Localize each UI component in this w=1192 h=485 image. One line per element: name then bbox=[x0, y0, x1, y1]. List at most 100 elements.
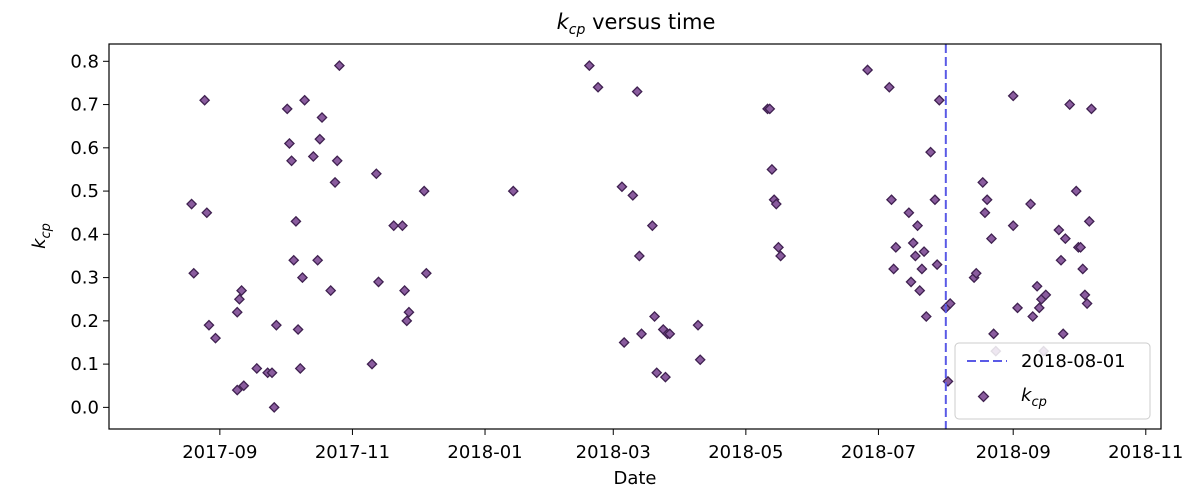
legend-entry-kcp: kcp bbox=[1021, 385, 1047, 410]
data-point bbox=[281, 103, 293, 115]
data-point bbox=[664, 328, 676, 340]
data-point bbox=[1012, 302, 1024, 314]
chart-title: kcp versus time bbox=[557, 10, 716, 38]
data-point bbox=[329, 176, 341, 188]
data-point bbox=[694, 354, 706, 366]
data-point bbox=[399, 285, 411, 297]
data-point bbox=[1033, 302, 1045, 314]
y-tick-label: 0.1 bbox=[70, 354, 99, 375]
data-point bbox=[1053, 224, 1065, 236]
x-tick-label: 2018-03 bbox=[576, 442, 651, 463]
data-point bbox=[251, 362, 263, 374]
data-point bbox=[286, 155, 298, 167]
data-point bbox=[890, 241, 902, 253]
data-point bbox=[1027, 311, 1039, 323]
data-point bbox=[325, 285, 337, 297]
data-point bbox=[1040, 289, 1052, 301]
data-point bbox=[366, 358, 378, 370]
data-point bbox=[1070, 185, 1082, 197]
y-axis-label-subscript: cp bbox=[39, 223, 54, 238]
data-point bbox=[209, 332, 222, 344]
data-point bbox=[418, 185, 430, 197]
data-point bbox=[912, 220, 924, 232]
data-point bbox=[651, 367, 663, 379]
data-point bbox=[1075, 241, 1087, 253]
data-point bbox=[314, 133, 326, 145]
legend-entry-kcp-subscript: cp bbox=[1031, 395, 1046, 410]
legend-marker-swatch bbox=[977, 390, 990, 403]
data-point bbox=[296, 272, 308, 284]
y-tick-label: 0.8 bbox=[70, 51, 99, 72]
data-point bbox=[233, 293, 245, 305]
x-tick-label: 2018-05 bbox=[708, 442, 783, 463]
data-point bbox=[1085, 103, 1097, 115]
data-point bbox=[909, 250, 921, 262]
data-point bbox=[403, 306, 415, 318]
data-point bbox=[627, 189, 639, 201]
data-point bbox=[199, 94, 211, 106]
data-point bbox=[933, 94, 945, 106]
data-point bbox=[1083, 215, 1095, 227]
data-point bbox=[231, 384, 243, 396]
data-point bbox=[883, 81, 895, 93]
data-point bbox=[977, 176, 989, 188]
legend-box bbox=[954, 342, 1151, 420]
y-axis-label: kcp bbox=[29, 223, 54, 249]
data-point bbox=[236, 285, 248, 297]
data-point bbox=[862, 64, 874, 76]
y-tick-label: 0.4 bbox=[70, 224, 99, 245]
data-point bbox=[307, 150, 319, 162]
data-point bbox=[238, 380, 250, 392]
legend: 2018-08-01 kcp bbox=[954, 342, 1151, 420]
legend-entry-kcp-main: k bbox=[1021, 385, 1033, 406]
data-point bbox=[920, 311, 932, 323]
y-tick-label: 0.6 bbox=[70, 138, 99, 159]
data-point bbox=[907, 237, 919, 249]
data-point bbox=[764, 103, 776, 115]
data-point bbox=[592, 81, 604, 93]
data-point bbox=[766, 163, 778, 175]
data-point bbox=[903, 207, 915, 219]
data-point bbox=[1077, 263, 1089, 275]
plot-frame bbox=[108, 43, 1162, 430]
x-tick-label: 2018-07 bbox=[841, 442, 916, 463]
data-point bbox=[312, 254, 324, 266]
x-tick-label: 2018-01 bbox=[447, 442, 522, 463]
x-tick-label: 2017-11 bbox=[315, 442, 390, 463]
x-tick-label: 2018-09 bbox=[976, 442, 1051, 463]
data-point bbox=[775, 250, 787, 262]
data-point bbox=[659, 371, 671, 383]
data-point bbox=[1081, 298, 1093, 310]
data-point bbox=[231, 306, 243, 318]
y-tick-label: 0.0 bbox=[70, 397, 99, 418]
data-point bbox=[979, 207, 991, 219]
chart-title-subscript: cp bbox=[569, 22, 586, 38]
data-point bbox=[201, 207, 213, 219]
data-point bbox=[268, 401, 280, 413]
data-point bbox=[316, 112, 328, 124]
data-point bbox=[636, 328, 648, 340]
data-point bbox=[914, 285, 926, 297]
data-point bbox=[631, 86, 643, 98]
y-tick-label: 0.7 bbox=[70, 95, 99, 116]
x-axis-label: Date bbox=[613, 468, 656, 485]
data-point bbox=[646, 220, 658, 232]
data-point bbox=[981, 194, 993, 206]
data-point bbox=[1055, 254, 1067, 266]
chart-title-rest: versus time bbox=[585, 10, 715, 34]
data-point bbox=[266, 367, 278, 379]
data-point bbox=[186, 198, 198, 210]
data-point bbox=[331, 155, 343, 167]
data-point bbox=[618, 336, 630, 349]
data-point bbox=[888, 263, 900, 275]
data-point bbox=[292, 323, 304, 336]
data-point bbox=[1079, 289, 1091, 301]
data-point bbox=[616, 181, 628, 193]
data-point bbox=[916, 263, 928, 275]
y-tick-label: 0.5 bbox=[70, 181, 99, 202]
data-point bbox=[299, 94, 311, 106]
legend-entry-vline: 2018-08-01 bbox=[1021, 351, 1126, 372]
data-point bbox=[290, 215, 302, 227]
data-point bbox=[905, 276, 917, 288]
